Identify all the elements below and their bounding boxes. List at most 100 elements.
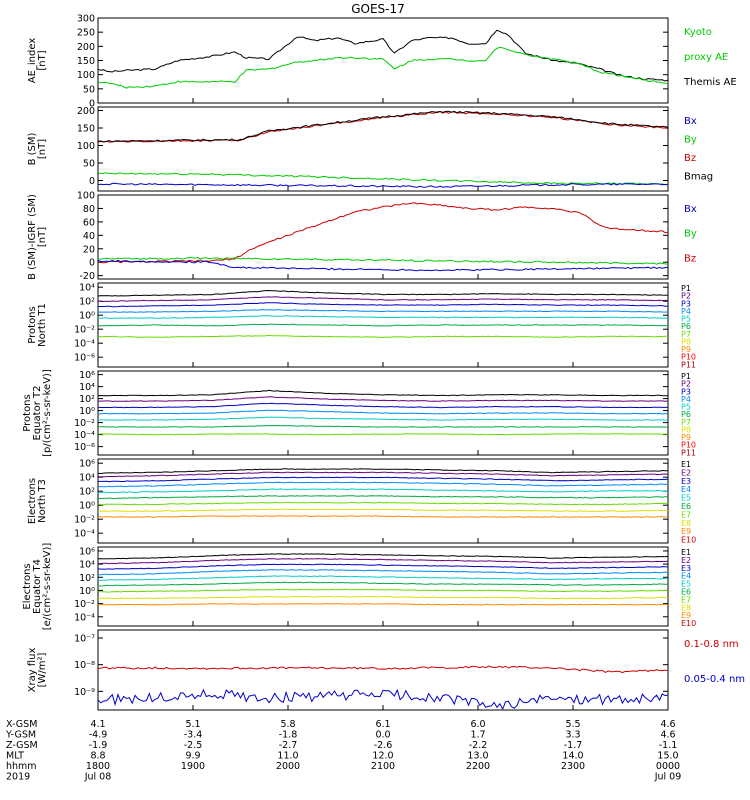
- legend-entry: By: [684, 229, 697, 240]
- legend-entry: E6: [681, 588, 691, 597]
- xaxis-value: 1800: [86, 761, 110, 772]
- series-line-bx: [97, 259, 669, 272]
- panel-frame: [97, 17, 669, 104]
- xaxis-value: 0000: [656, 761, 680, 772]
- xaxis-value: 2200: [466, 761, 490, 772]
- xaxis-value: 0.0: [375, 730, 390, 741]
- y-axis-label: ProtonsNorth T1: [27, 303, 48, 347]
- series-line-p5: [98, 315, 669, 319]
- legend-entry: P10: [681, 441, 696, 450]
- y-axis-label: ElectronsNorth T3: [27, 478, 48, 524]
- xaxis-value: 5.8: [280, 719, 295, 730]
- legend-entry: Kyoto: [684, 27, 712, 38]
- legend-entry: E8: [681, 519, 691, 528]
- series-line-e2: [97, 471, 669, 478]
- legend-entry: P7: [681, 418, 691, 427]
- series-line-p6: [97, 323, 669, 327]
- y-tick-label: 10²: [79, 297, 95, 308]
- legend-entry: P5: [681, 403, 691, 412]
- panel-bsm-igrf: -20 0 20 40 60 80 100 B (SM)-IGRF (SM)[nT] Bx By B…: [27, 191, 697, 283]
- y-tick-label: 10⁶: [79, 459, 95, 470]
- xaxis-value: 4.6: [660, 719, 675, 730]
- legend-entry: E7: [681, 595, 691, 604]
- y-tick-label: 10⁻⁷: [74, 634, 95, 645]
- panel-xray: 10⁻⁷ 10⁻⁸ 10⁻⁹ Xray flux[W/m²] 0.1-0.8 nm 0.0…: [27, 629, 745, 711]
- y-tick-label: 10⁴: [79, 560, 95, 571]
- series-line-bmag: [97, 110, 669, 143]
- xaxis-value: 13.0: [467, 751, 488, 762]
- legend-entry: 0.05-0.4 nm: [684, 674, 745, 685]
- y-axis-label: ElectronsEquator T4[e/(cm²-s-sr-keV)]: [22, 543, 53, 631]
- series-line-bz: [97, 202, 669, 264]
- y-tick-label: 50: [83, 159, 95, 170]
- y-tick-label: 10⁻⁶: [74, 442, 95, 453]
- xaxis-value: -1.9: [89, 740, 108, 751]
- xaxis-value: -2.7: [279, 740, 298, 751]
- legend-entry: Themis AE: [683, 77, 737, 88]
- series-line-e3: [97, 476, 669, 483]
- series-line-e5: [97, 488, 669, 494]
- y-axis-label: B (SM)[nT]: [27, 132, 48, 165]
- legend-entry: E4: [681, 485, 691, 494]
- panel-frame: [97, 106, 669, 192]
- legend-entry: E9: [681, 527, 691, 536]
- panel-frame: [97, 629, 669, 711]
- series-line-e8: [97, 595, 668, 600]
- xaxis-value: -4.9: [89, 730, 108, 741]
- xaxis-value: 2000: [276, 761, 300, 772]
- y-tick-label: 0: [89, 99, 95, 110]
- legend-entry: P7: [681, 330, 691, 339]
- panel-p-north: 10⁴ 10² 10⁰ 10⁻² 10⁻⁴ 10⁻⁶ ProtonsNorth T1 P1P2…: [27, 282, 696, 369]
- legend-entry: E2: [681, 468, 691, 477]
- legend-entry: E10: [681, 619, 696, 628]
- y-tick-label: 10⁻⁴: [74, 339, 95, 350]
- xaxis-value: -3.4: [184, 730, 203, 741]
- legend-entry: P1: [681, 284, 691, 293]
- y-tick-label: 100: [77, 70, 95, 81]
- legend-entry: P4: [681, 307, 691, 316]
- panel-frame: [97, 546, 669, 627]
- y-tick-label: 100: [77, 141, 95, 152]
- xaxis-value: 5.1: [185, 719, 200, 730]
- legend-entry: E3: [681, 564, 691, 573]
- y-tick-label: 200: [77, 42, 95, 53]
- legend-entry: 0.1-0.8 nm: [684, 639, 739, 650]
- xaxis-value: -2.6: [374, 740, 393, 751]
- y-tick-label: 10⁴: [79, 382, 95, 393]
- series-line-e3: [97, 563, 669, 570]
- xaxis-value: 14.0: [562, 751, 583, 762]
- xaxis-value: 3.3: [565, 730, 580, 741]
- legend-entry: Bx: [684, 204, 697, 215]
- series-line-e5: [97, 575, 669, 581]
- series-line-p5: [97, 416, 669, 421]
- xaxis-value: 11.0: [277, 751, 298, 762]
- xaxis-value: 5.5: [565, 719, 580, 730]
- xaxis-value: 4.1: [90, 719, 105, 730]
- legend-entry: P9: [681, 433, 691, 442]
- legend-entry: E8: [681, 603, 691, 612]
- series-line-e4: [97, 481, 669, 488]
- y-tick-label: 10⁻⁹: [74, 687, 95, 698]
- series-line-e7: [97, 501, 669, 506]
- series-line-p1: [97, 389, 669, 397]
- xaxis-value: 2300: [561, 761, 585, 772]
- series-line-0.05-0.4-nm: [97, 688, 669, 711]
- legend-entry: E4: [681, 572, 691, 581]
- y-tick-label: 10⁻⁴: [74, 529, 95, 540]
- y-tick-label: 10⁴: [79, 283, 95, 294]
- legend-entry: P1: [681, 372, 691, 381]
- series-line-e4: [97, 569, 669, 576]
- legend-entry: P2: [681, 380, 691, 389]
- xaxis-value: 9.9: [185, 751, 200, 762]
- panel-frame: [97, 194, 669, 280]
- series-line-e6: [97, 581, 668, 587]
- legend-entry: P3: [681, 387, 691, 396]
- legend-entry: P3: [681, 299, 691, 308]
- y-tick-label: 50: [83, 84, 95, 95]
- series-line-by: [97, 256, 669, 265]
- y-tick-label: 10⁻⁸: [74, 660, 95, 671]
- y-tick-label: 10⁻⁴: [74, 612, 95, 623]
- legend-entry: P8: [681, 337, 691, 346]
- xaxis-value: 15.0: [657, 751, 678, 762]
